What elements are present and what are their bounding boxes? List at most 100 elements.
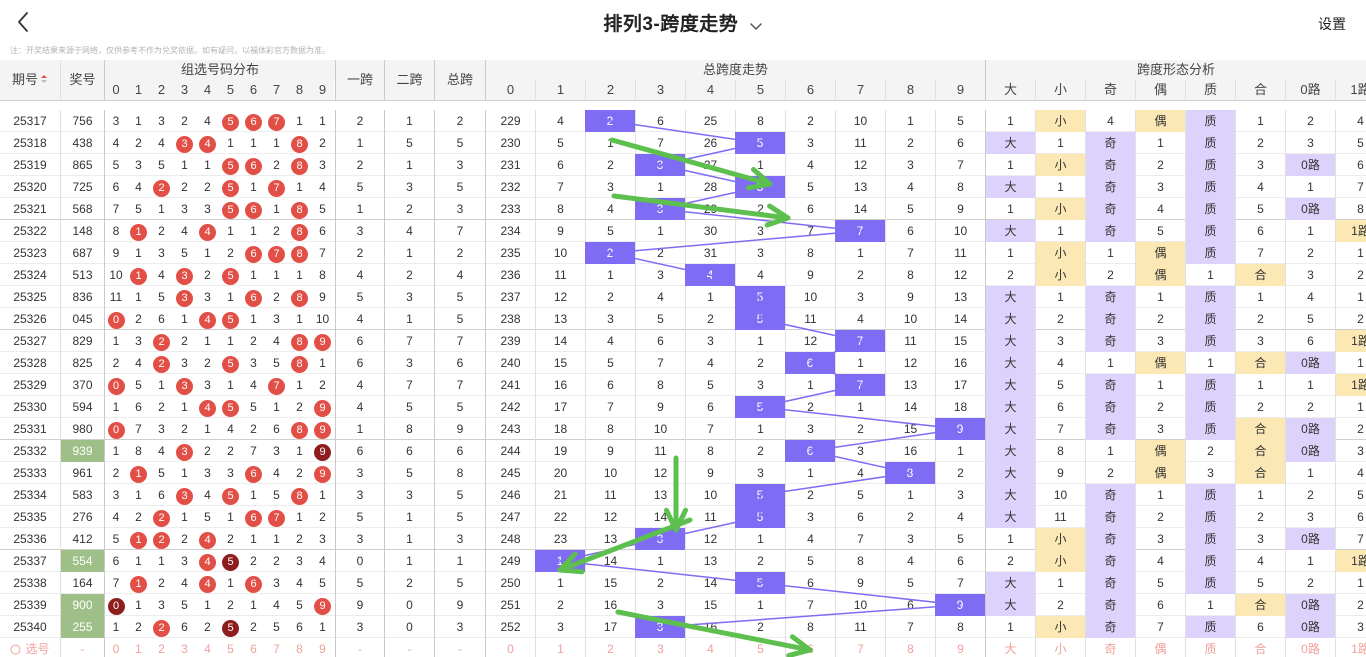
- select-digit-3[interactable]: 3: [181, 642, 188, 656]
- select-form-7[interactable]: 1路: [1335, 638, 1366, 657]
- select-digit-7[interactable]: 7: [273, 642, 280, 656]
- trend-cell: 1: [835, 352, 885, 374]
- select-digit-1[interactable]: 1: [135, 642, 142, 656]
- select-row-label[interactable]: 选号: [0, 638, 60, 657]
- select-trend-5[interactable]: 5: [735, 638, 785, 657]
- form-cell: 1: [1085, 352, 1135, 374]
- select-digit-0[interactable]: 0: [104, 638, 127, 657]
- header-trend-0: 0: [485, 80, 535, 100]
- form-cell: 5: [1135, 220, 1185, 242]
- trend-cell: 2: [785, 110, 835, 132]
- select-trend-2[interactable]: 2: [585, 638, 635, 657]
- select-digit-2[interactable]: 2: [158, 642, 165, 656]
- select-form-3[interactable]: 偶: [1135, 638, 1185, 657]
- trend-cell: 11: [835, 616, 885, 638]
- drawn-digit-ball: 0: [107, 422, 125, 439]
- form-cell: 4: [1035, 352, 1085, 374]
- trend-cell: 234: [485, 220, 535, 242]
- drawn-digit-ball: 6: [245, 158, 262, 175]
- select-form-2[interactable]: 奇: [1085, 638, 1135, 657]
- dist-cell: 1: [227, 136, 234, 150]
- select-trend-1[interactable]: 1: [535, 638, 585, 657]
- span2-cell: 3: [384, 286, 434, 308]
- form-tag-cell: 大: [985, 286, 1035, 308]
- dist-cell: 7: [319, 246, 326, 260]
- form-tag-cell: 质: [1185, 242, 1235, 264]
- select-trend-7[interactable]: 7: [835, 638, 885, 657]
- select-trend-9[interactable]: 9: [935, 638, 985, 657]
- form-tag-cell: 0路: [1285, 418, 1335, 440]
- total-span-cell: 2: [434, 110, 485, 132]
- form-tag-cell: 偶: [1135, 110, 1185, 132]
- form-cell: 2: [1285, 110, 1335, 132]
- radio-circle-icon[interactable]: [10, 644, 21, 655]
- dist-cell: 6: [158, 312, 165, 326]
- drawn-digit-ball: 2: [153, 532, 170, 549]
- form-cell: 1: [1135, 374, 1185, 396]
- dist-cell: 4: [181, 576, 188, 590]
- trend-cell: 1: [885, 484, 935, 506]
- form-tag-cell: 奇: [1085, 308, 1135, 330]
- header-digit-1: 1: [127, 80, 150, 100]
- trend-cell: 7: [935, 572, 985, 594]
- form-tag-cell: 质: [1185, 198, 1235, 220]
- select-digit-8[interactable]: 8: [296, 642, 303, 656]
- dist-cell: 4: [196, 220, 219, 242]
- dist-cell: 4: [181, 224, 188, 238]
- select-digit-6[interactable]: 6: [250, 642, 257, 656]
- select-form-1[interactable]: 小: [1035, 638, 1085, 657]
- dist-cell: 5: [104, 154, 127, 176]
- drawn-digit-ball: 1: [130, 576, 147, 593]
- trend-cell: 9: [585, 440, 635, 462]
- trend-cell: 233: [485, 198, 535, 220]
- trend-hit-box: 1: [535, 550, 585, 572]
- trend-cell: 2: [735, 616, 785, 638]
- select-digit-9[interactable]: 9: [319, 642, 326, 656]
- prize-cell: 961: [60, 462, 104, 484]
- span1-cell: 1: [335, 198, 384, 220]
- form-cell: 1: [1035, 220, 1085, 242]
- select-digit-4[interactable]: 4: [204, 642, 211, 656]
- form-cell: 2: [1185, 440, 1235, 462]
- select-form-5[interactable]: 合: [1235, 638, 1285, 657]
- drawn-digit-ball: 4: [199, 576, 216, 593]
- dist-cell: 5: [319, 576, 326, 590]
- form-tag-cell: 大: [985, 308, 1035, 330]
- drawn-digit-ball: 5: [222, 202, 239, 219]
- back-button[interactable]: [14, 10, 34, 34]
- select-trend-6[interactable]: 6: [785, 638, 835, 657]
- select-form-4[interactable]: 质: [1185, 638, 1235, 657]
- trend-cell: 1: [735, 594, 785, 616]
- select-digit-5[interactable]: 5: [227, 642, 234, 656]
- dist-cell: 7: [104, 198, 127, 220]
- settings-button[interactable]: 设置: [1318, 16, 1346, 32]
- trend-cell: 20: [535, 462, 585, 484]
- select-trend-8[interactable]: 8: [885, 638, 935, 657]
- span1-cell: 3: [335, 220, 384, 242]
- issue-cell: 25325: [13, 290, 47, 304]
- dist-cell: 2: [181, 422, 188, 436]
- issue-cell: 25317: [13, 114, 47, 128]
- issue-cell: 25333: [13, 466, 47, 480]
- dist-cell: 3: [273, 444, 280, 458]
- select-trend-3[interactable]: 3: [635, 638, 685, 657]
- issue-cell: 25318: [13, 136, 47, 150]
- form-tag-cell: 质: [1185, 550, 1235, 572]
- dist-cell: 1: [158, 202, 165, 216]
- select-trend-0[interactable]: 0: [485, 638, 535, 657]
- dist-cell: 4: [196, 396, 219, 418]
- dist-cell: 3: [204, 290, 211, 304]
- trend-cell: 12: [885, 352, 935, 374]
- span2-cell: 5: [384, 462, 434, 484]
- dist-cell: 5: [219, 484, 242, 506]
- title-dropdown[interactable]: 排列3-跨度走势: [0, 9, 1366, 36]
- select-trend-4[interactable]: 4: [685, 638, 735, 657]
- select-form-0[interactable]: 大: [985, 638, 1035, 657]
- total-span-cell: 5: [434, 176, 485, 198]
- form-cell: 3: [1285, 506, 1335, 528]
- issue-cell: 25319: [13, 158, 47, 172]
- header-issue[interactable]: 期号: [0, 60, 60, 100]
- select-form-6[interactable]: 0路: [1285, 638, 1335, 657]
- header-form-6: 0路: [1285, 80, 1335, 100]
- dist-cell: 6: [158, 488, 165, 502]
